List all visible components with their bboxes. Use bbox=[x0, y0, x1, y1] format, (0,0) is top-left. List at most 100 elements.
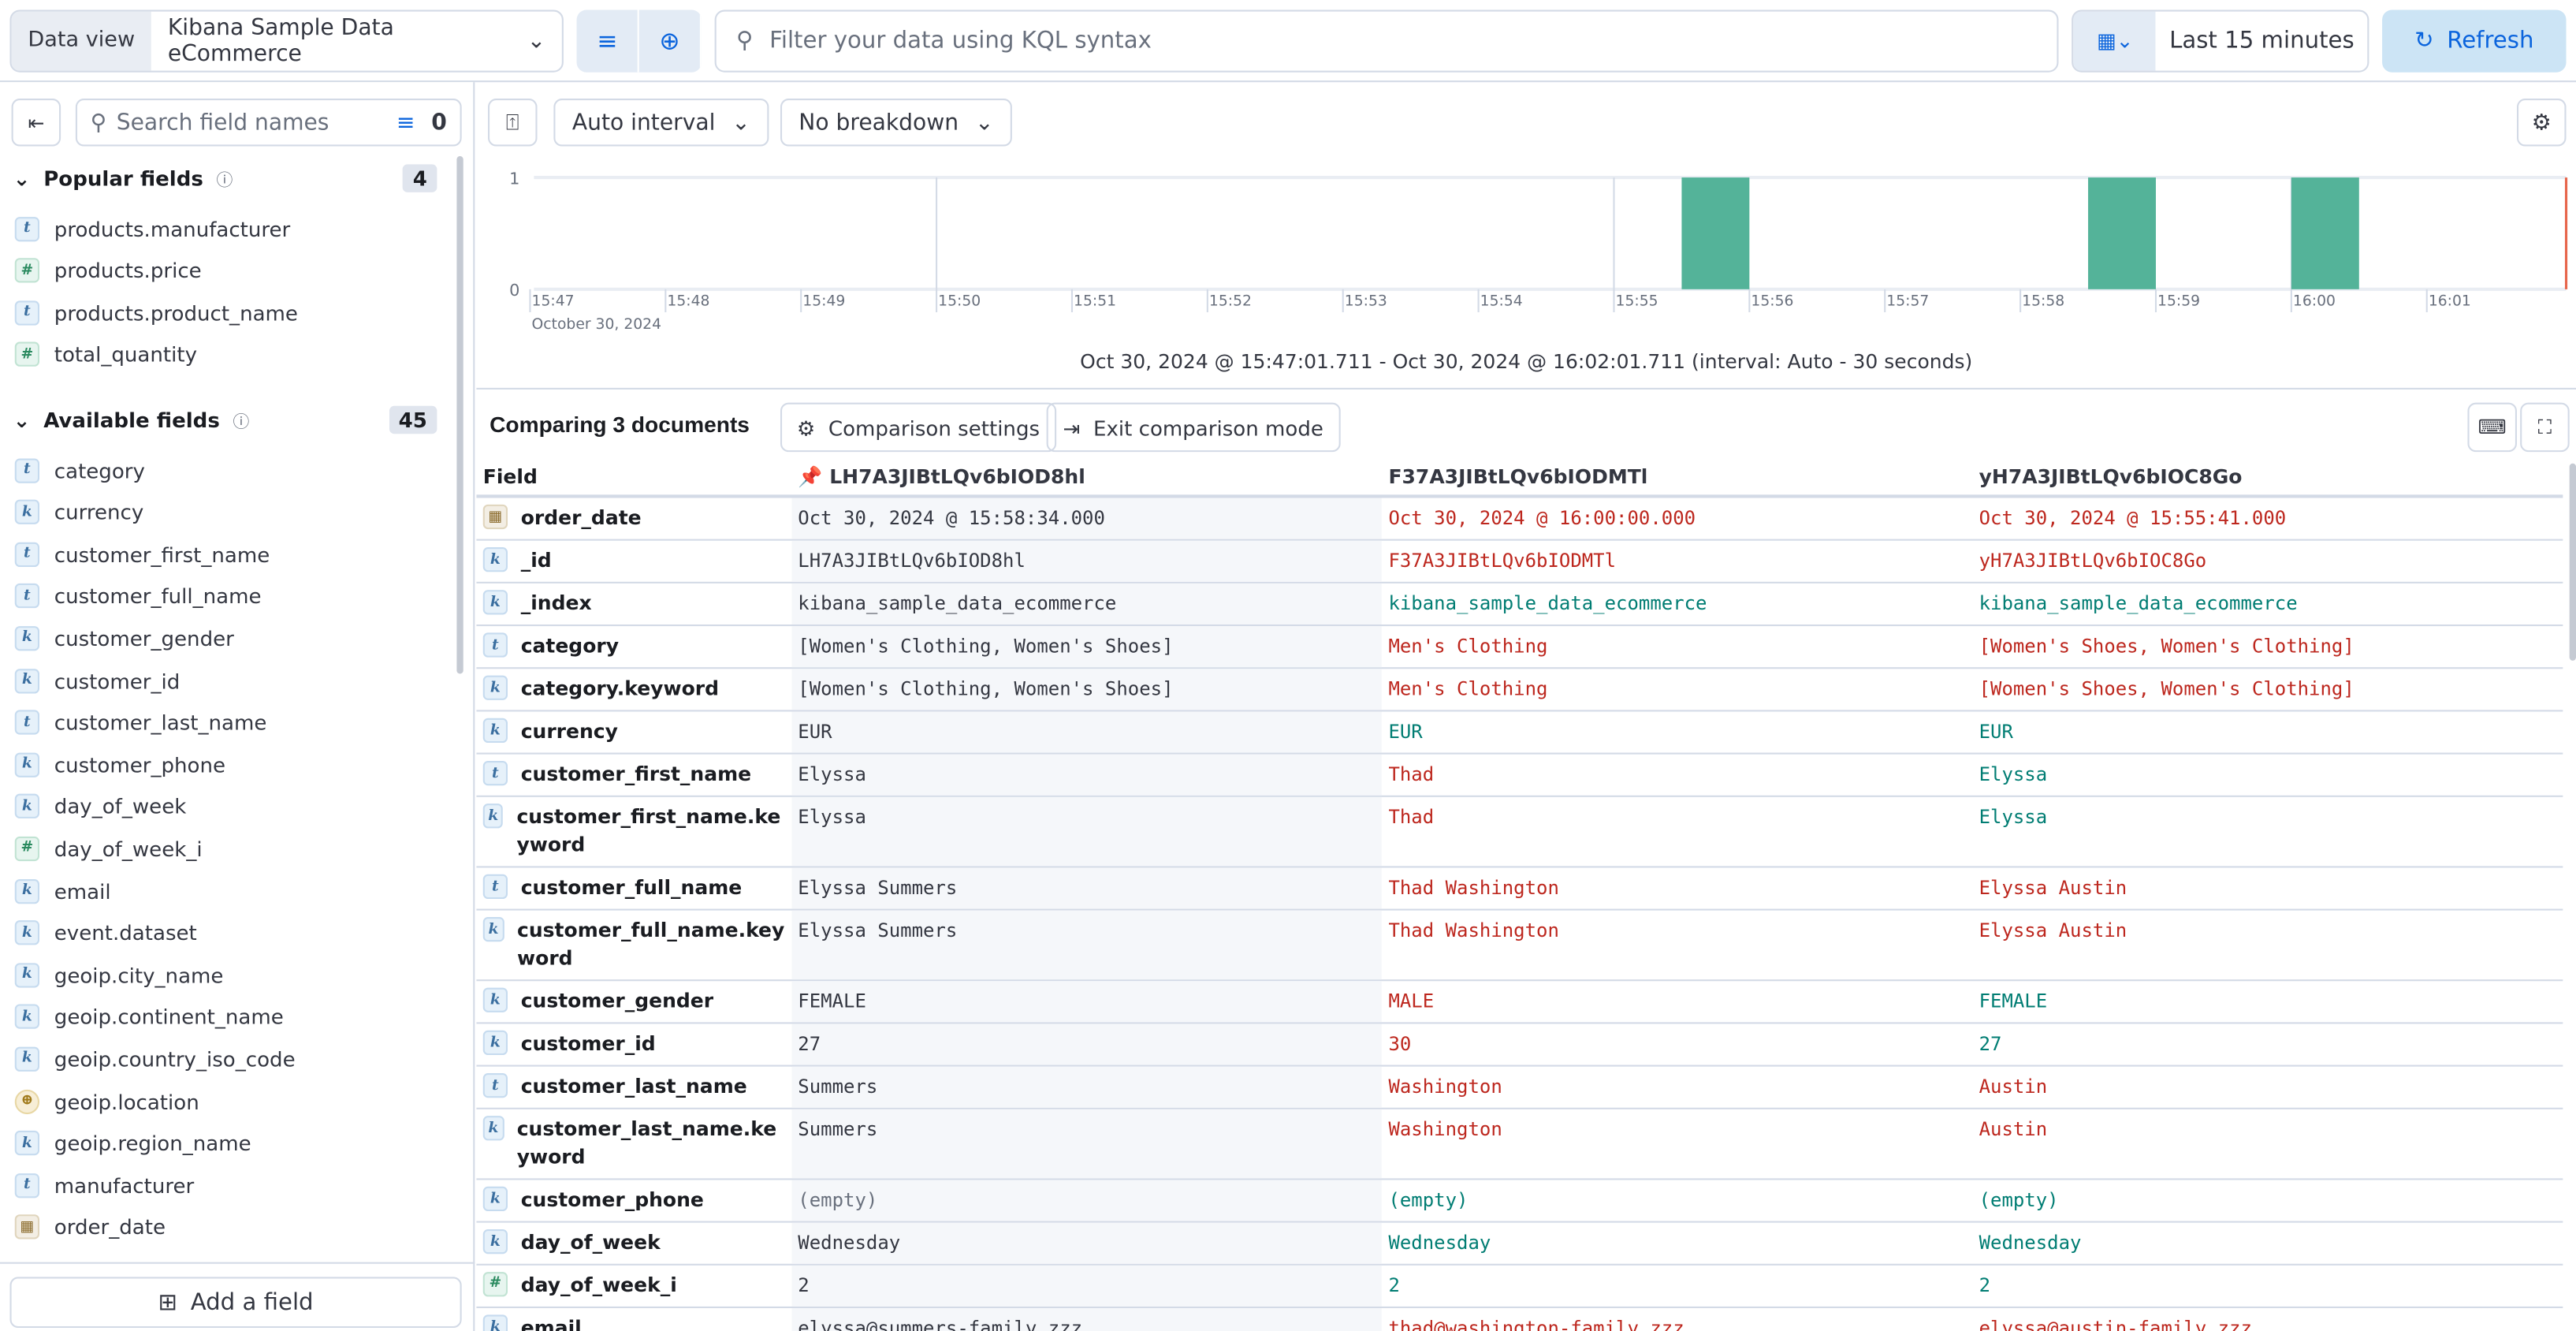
sidebar-field-item[interactable]: k event.dataset bbox=[14, 918, 197, 948]
add-filter-button[interactable]: ⊕ bbox=[639, 9, 702, 72]
fullscreen-button[interactable]: ⛶ bbox=[2520, 402, 2570, 453]
chart-options-button[interactable]: ⚙ bbox=[2516, 99, 2567, 147]
toggle-histogram-button[interactable]: ⍐ bbox=[488, 99, 538, 147]
field-type-icon: k bbox=[14, 920, 40, 945]
sidebar-field-item[interactable]: k customer_id bbox=[14, 666, 181, 695]
time-range[interactable]: Last 15 minutes bbox=[2169, 27, 2355, 54]
sidebar-field-item[interactable]: k currency bbox=[14, 498, 144, 528]
refresh-label: Refresh bbox=[2447, 27, 2534, 54]
field-name: products.price bbox=[54, 258, 202, 283]
section-title: Available fields bbox=[43, 407, 220, 433]
keyboard-shortcuts-button[interactable]: ⌨ bbox=[2467, 402, 2517, 453]
value-cell: F37A3JIBtLQv6bIODMTl bbox=[1388, 549, 1617, 572]
refresh-button[interactable]: ↻ Refresh bbox=[2382, 9, 2567, 72]
sidebar-field-item[interactable]: k email bbox=[14, 876, 111, 906]
available-fields-header[interactable]: ⌄ Available fields ⓘ 45 bbox=[13, 405, 437, 434]
filter-count: 0 bbox=[431, 109, 447, 136]
sidebar-field-item[interactable]: k geoip.city_name bbox=[14, 960, 223, 990]
field-search-placeholder: Search field names bbox=[116, 109, 329, 136]
comparison-settings-button[interactable]: ⚙ Comparison settings bbox=[780, 402, 1056, 453]
time-range-summary: Oct 30, 2024 @ 15:47:01.711 - Oct 30, 20… bbox=[1080, 349, 1973, 374]
value-cell: EUR bbox=[1388, 719, 1423, 744]
table-scrollbar[interactable] bbox=[2569, 463, 2576, 661]
add-field-button[interactable]: ⊞ Add a field bbox=[9, 1277, 462, 1329]
sidebar-field-item[interactable]: ⊕ geoip.location bbox=[14, 1087, 199, 1117]
pin-icon: 📌 bbox=[798, 464, 823, 489]
breakdown-select[interactable]: No breakdown ⌄ bbox=[780, 99, 1012, 147]
sidebar-field-item[interactable]: # products.price bbox=[14, 255, 202, 285]
field-type-icon: k bbox=[482, 1030, 508, 1056]
field-cell: t customer_full_name bbox=[476, 867, 791, 908]
sidebar-field-item[interactable]: ▦ order_date bbox=[14, 1213, 166, 1243]
field-name: category.keyword bbox=[520, 677, 720, 700]
field-type-icon: t bbox=[14, 542, 40, 567]
exit-icon: ⇥ bbox=[1063, 415, 1081, 440]
field-search-input[interactable]: ⚲ Search field names ≡ 0 bbox=[75, 99, 462, 147]
kql-search-input[interactable]: ⚲ Filter your data using KQL syntax bbox=[714, 9, 2060, 72]
field-type-icon: t bbox=[482, 632, 508, 658]
field-name: customer_last_name bbox=[520, 1075, 747, 1098]
field-cell: k customer_last_name.keyword bbox=[476, 1109, 791, 1179]
collapse-sidebar-button[interactable]: ⇤ bbox=[11, 99, 61, 147]
sidebar-field-item[interactable]: t customer_last_name bbox=[14, 707, 266, 737]
data-view-name[interactable]: Kibana Sample Data eCommerce bbox=[167, 13, 394, 67]
sidebar-field-item[interactable]: k geoip.continent_name bbox=[14, 1002, 284, 1032]
sidebar-field-item[interactable]: # day_of_week_i bbox=[14, 834, 203, 864]
sidebar-field-item[interactable]: t manufacturer bbox=[14, 1170, 194, 1200]
sidebar-field-item[interactable]: t customer_full_name bbox=[14, 581, 262, 611]
sidebar-field-item[interactable]: t customer_first_name bbox=[14, 539, 270, 569]
value-cell: Summers bbox=[791, 1066, 1383, 1108]
sidebar-field-item[interactable]: t products.product_name bbox=[14, 298, 298, 328]
y-tick-label: 1 bbox=[509, 169, 519, 188]
sidebar-field-item[interactable]: k customer_phone bbox=[14, 750, 225, 780]
field-name: customer_first_name bbox=[54, 542, 270, 567]
sidebar-field-item[interactable]: k geoip.country_iso_code bbox=[14, 1044, 296, 1074]
breakdown-label: No breakdown bbox=[798, 109, 959, 136]
sidebar-scrollbar[interactable] bbox=[456, 155, 463, 674]
sidebar-field-item[interactable]: # total_quantity bbox=[14, 340, 197, 370]
interval-label: Auto interval bbox=[571, 109, 716, 136]
value-cell: kibana_sample_data_ecommerce bbox=[1388, 591, 1707, 615]
table-row: k _index kibana_sample_data_ecommerce kiban… bbox=[476, 583, 2563, 627]
sidebar-field-item[interactable]: t category bbox=[14, 455, 145, 485]
add-field-icon: ⊞ bbox=[158, 1289, 178, 1316]
table-row: t category [Women's Clothing, Women's Shoe… bbox=[476, 626, 2563, 669]
data-view-picker[interactable]: Data view Kibana Sample Data eCommerce ⌄ bbox=[9, 9, 564, 72]
chevron-down-icon: ⌄ bbox=[974, 109, 994, 136]
value-cell: Wednesday bbox=[1979, 1231, 2082, 1255]
x-tick-label: 15:54 bbox=[1480, 293, 1523, 310]
sidebar-field-item[interactable]: k day_of_week bbox=[14, 792, 187, 822]
table-row: t customer_last_name Summers Washington Aust… bbox=[476, 1066, 2563, 1109]
value-cell: Elyssa bbox=[1979, 762, 2048, 786]
filter-options-button[interactable]: ≡ bbox=[577, 9, 639, 72]
interval-select[interactable]: Auto interval ⌄ bbox=[553, 99, 769, 147]
sidebar-field-item[interactable]: t products.manufacturer bbox=[14, 214, 290, 244]
header-doc[interactable]: F37A3JIBtLQv6bIODMTl bbox=[1388, 464, 1648, 489]
table-row: k day_of_week Wednesday Wednesday Wednesday bbox=[476, 1222, 2563, 1266]
sidebar-field-item[interactable]: k customer_gender bbox=[14, 624, 234, 654]
x-tick-label: 15:49 bbox=[802, 293, 845, 310]
popular-fields-header[interactable]: ⌄ Popular fields ⓘ 4 bbox=[13, 164, 437, 192]
time-picker[interactable]: ▦⌄ Last 15 minutes bbox=[2072, 9, 2369, 72]
table-row: k customer_phone (empty) (empty) (empty) bbox=[476, 1180, 2563, 1223]
header-doc[interactable]: yH7A3JIBtLQv6bIOC8Go bbox=[1979, 464, 2243, 489]
chevron-down-icon: ⌄ bbox=[527, 27, 546, 54]
value-cell: [Women's Clothing, Women's Shoes] bbox=[791, 626, 1383, 668]
field-filter-button[interactable]: ≡ 0 bbox=[396, 110, 447, 136]
field-name: order_date bbox=[520, 505, 642, 530]
histogram-bar bbox=[2291, 177, 2359, 289]
value-cell: Austin bbox=[1979, 1117, 2048, 1141]
field-type-icon: k bbox=[14, 878, 40, 904]
field-type-icon: # bbox=[14, 342, 40, 367]
table-row: k _id LH7A3JIBtLQv6bIOD8hl F37A3JIBtLQv6bIO… bbox=[476, 540, 2563, 583]
refresh-icon: ↻ bbox=[2414, 27, 2434, 54]
calendar-icon[interactable]: ▦⌄ bbox=[2074, 10, 2157, 70]
x-tick-label: 16:01 bbox=[2429, 293, 2471, 310]
field-type-icon: ⊕ bbox=[14, 1088, 40, 1114]
field-name: geoip.continent_name bbox=[54, 1005, 284, 1030]
table-row: k email elyssa@summers-family.zzz thad@wash… bbox=[476, 1308, 2563, 1331]
exit-comparison-button[interactable]: ⇥ Exit comparison mode bbox=[1046, 402, 1340, 453]
header-doc-pinned[interactable]: 📌 LH7A3JIBtLQv6bIOD8hl bbox=[791, 457, 1382, 496]
data-view-label: Data view bbox=[11, 10, 151, 70]
sidebar-field-item[interactable]: k geoip.region_name bbox=[14, 1128, 251, 1158]
